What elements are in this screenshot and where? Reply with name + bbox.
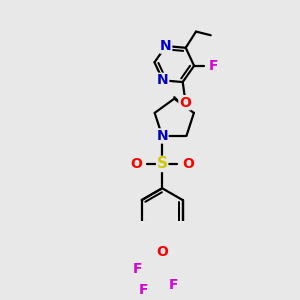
Text: S: S [157,156,168,171]
Text: O: O [156,244,168,259]
Text: F: F [169,278,178,292]
Text: F: F [208,59,218,73]
Text: N: N [156,129,168,143]
Text: F: F [133,262,142,276]
Text: O: O [179,96,191,110]
Text: F: F [139,283,148,297]
Text: N: N [157,73,169,87]
Text: O: O [182,157,194,171]
Text: O: O [130,157,142,171]
Text: N: N [160,39,172,53]
